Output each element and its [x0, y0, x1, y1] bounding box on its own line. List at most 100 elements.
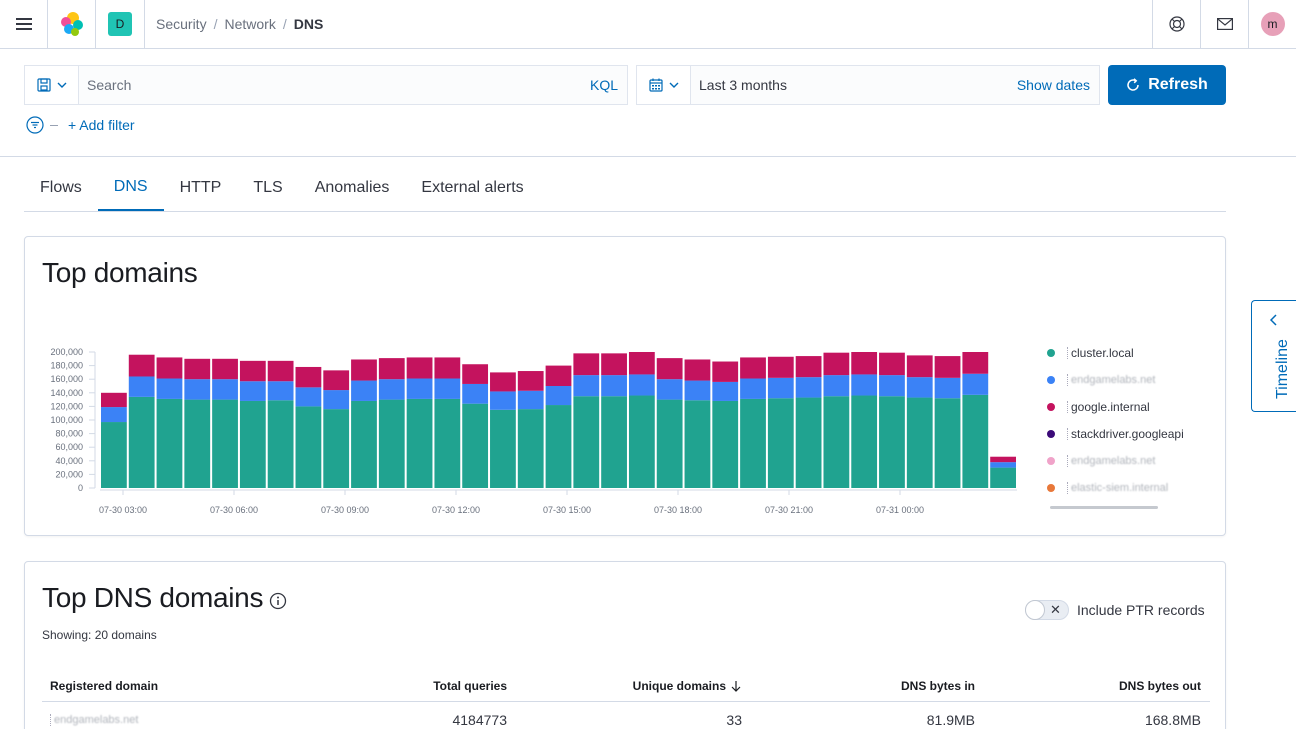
bar-segment[interactable] [879, 352, 905, 376]
tab-tls[interactable]: TLS [253, 179, 283, 196]
bar-segment[interactable] [684, 400, 711, 488]
bar-segment[interactable] [101, 422, 127, 488]
column-total-queries[interactable]: Total queries [433, 678, 507, 693]
bar-segment[interactable] [906, 355, 933, 378]
bar-segment[interactable] [990, 467, 1016, 488]
bar-segment[interactable] [128, 396, 155, 488]
quick-date-menu-button[interactable] [637, 66, 691, 104]
bar-segment[interactable] [378, 379, 405, 400]
column-unique-domains[interactable]: Unique domains [507, 679, 742, 693]
bar-segment[interactable] [823, 375, 850, 397]
bar-segment[interactable] [628, 395, 655, 488]
bar-segment[interactable] [323, 390, 350, 410]
bar-segment[interactable] [156, 357, 183, 379]
bar-segment[interactable] [962, 394, 989, 488]
bar-segment[interactable] [378, 358, 405, 380]
bar-segment[interactable] [156, 378, 183, 399]
bar-segment[interactable] [184, 379, 211, 400]
bar-segment[interactable] [406, 398, 433, 488]
bar-segment[interactable] [378, 399, 405, 488]
elastic-logo[interactable] [48, 0, 96, 48]
bar-segment[interactable] [628, 374, 655, 396]
legend-item[interactable]: endgamelabs.net [1047, 447, 1184, 474]
tab-dns[interactable]: DNS [97, 165, 164, 211]
bar-segment[interactable] [712, 400, 739, 488]
bar-segment[interactable] [351, 359, 377, 381]
bar-segment[interactable] [601, 396, 627, 488]
info-icon[interactable] [269, 592, 287, 610]
bar-segment[interactable] [823, 396, 850, 488]
bar-segment[interactable] [462, 403, 489, 488]
bar-segment[interactable] [573, 375, 600, 397]
bar-segment[interactable] [267, 360, 294, 382]
saved-query-button[interactable] [25, 66, 79, 104]
bar-segment[interactable] [795, 397, 822, 488]
bar-segment[interactable] [545, 386, 572, 406]
bar-segment[interactable] [490, 372, 516, 392]
bar-segment[interactable] [934, 398, 961, 488]
bar-segment[interactable] [434, 357, 461, 379]
bar-segment[interactable] [184, 399, 211, 488]
breadcrumb-network[interactable]: Network [224, 16, 276, 32]
bar-segment[interactable] [573, 396, 600, 488]
legend-scrollbar[interactable] [1050, 506, 1158, 509]
bar-segment[interactable] [212, 379, 238, 400]
bar-segment[interactable] [740, 398, 766, 488]
bar-segment[interactable] [906, 377, 933, 398]
bar-segment[interactable] [990, 456, 1016, 463]
tab-external-alerts[interactable]: External alerts [421, 179, 524, 196]
bar-segment[interactable] [406, 378, 433, 399]
date-range-label[interactable]: Last 3 months [699, 77, 787, 93]
bar-segment[interactable] [712, 381, 739, 401]
legend-item[interactable]: endgamelabs.net [1047, 366, 1184, 393]
bar-segment[interactable] [601, 375, 627, 397]
drag-handle-icon[interactable] [1067, 427, 1069, 440]
bar-segment[interactable] [767, 398, 794, 488]
bar-segment[interactable] [628, 352, 655, 375]
bar-segment[interactable] [462, 383, 489, 404]
bar-segment[interactable] [351, 380, 377, 401]
newsfeed-button[interactable] [1200, 0, 1248, 48]
bar-segment[interactable] [517, 390, 544, 410]
tab-http[interactable]: HTTP [179, 179, 222, 196]
bar-segment[interactable] [323, 370, 350, 391]
bar-segment[interactable] [434, 378, 461, 399]
drag-handle-icon[interactable] [1067, 346, 1069, 359]
filter-icon[interactable] [26, 116, 44, 134]
legend-item[interactable]: elastic-siem.internal [1047, 474, 1184, 501]
bar-segment[interactable] [990, 462, 1016, 468]
breadcrumb-security[interactable]: Security [156, 16, 207, 32]
show-dates-button[interactable]: Show dates [1016, 77, 1090, 93]
bar-segment[interactable] [906, 397, 933, 488]
column-dns-bytes-in[interactable]: DNS bytes in [900, 678, 975, 693]
bar-segment[interactable] [434, 398, 461, 488]
bar-segment[interactable] [656, 399, 683, 488]
bar-segment[interactable] [239, 360, 266, 382]
bar-segment[interactable] [101, 392, 127, 408]
bar-segment[interactable] [156, 398, 183, 488]
bar-segment[interactable] [851, 374, 878, 396]
bar-segment[interactable] [351, 400, 377, 488]
bar-segment[interactable] [962, 373, 989, 395]
bar-segment[interactable] [517, 409, 544, 488]
drag-handle-icon[interactable] [1067, 400, 1069, 413]
bar-segment[interactable] [295, 406, 322, 488]
bar-segment[interactable] [684, 380, 711, 401]
bar-segment[interactable] [934, 377, 961, 399]
timeline-flyout-button[interactable]: Timeline [1251, 300, 1296, 412]
refresh-button[interactable]: Refresh [1108, 65, 1226, 105]
legend-item[interactable]: stackdriver.googleapi [1047, 420, 1184, 447]
domain-link[interactable]: endgamelabs.net [54, 714, 139, 726]
bar-segment[interactable] [601, 353, 627, 376]
bar-segment[interactable] [545, 405, 572, 488]
bar-segment[interactable] [490, 391, 516, 410]
bar-segment[interactable] [656, 379, 683, 400]
help-button[interactable] [1152, 0, 1200, 48]
legend-item[interactable]: google.internal [1047, 393, 1184, 420]
drag-handle-icon[interactable] [1067, 373, 1069, 386]
bar-segment[interactable] [962, 352, 989, 374]
bar-segment[interactable] [545, 365, 572, 386]
column-registered-domain[interactable]: Registered domain [50, 678, 159, 693]
bar-segment[interactable] [490, 409, 516, 488]
bar-segment[interactable] [823, 352, 850, 376]
